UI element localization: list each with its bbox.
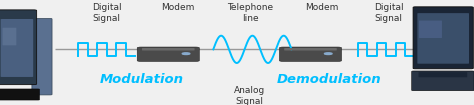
FancyBboxPatch shape bbox=[0, 19, 33, 77]
FancyBboxPatch shape bbox=[419, 21, 442, 38]
Circle shape bbox=[324, 53, 332, 54]
FancyBboxPatch shape bbox=[0, 10, 36, 85]
Text: Demodulation: Demodulation bbox=[277, 73, 382, 86]
Text: Modulation: Modulation bbox=[100, 73, 184, 86]
Circle shape bbox=[182, 53, 190, 54]
Text: Digital
Signal: Digital Signal bbox=[92, 3, 121, 23]
Text: Digital
Signal: Digital Signal bbox=[374, 3, 403, 23]
FancyBboxPatch shape bbox=[0, 89, 39, 100]
FancyBboxPatch shape bbox=[137, 47, 199, 61]
FancyBboxPatch shape bbox=[418, 13, 469, 64]
FancyBboxPatch shape bbox=[279, 47, 341, 61]
Text: Analog
Signal: Analog Signal bbox=[234, 86, 265, 105]
Text: Modem: Modem bbox=[305, 3, 338, 12]
FancyBboxPatch shape bbox=[412, 71, 474, 91]
FancyBboxPatch shape bbox=[142, 48, 194, 51]
FancyBboxPatch shape bbox=[284, 48, 337, 51]
FancyBboxPatch shape bbox=[419, 72, 467, 77]
FancyBboxPatch shape bbox=[32, 18, 52, 95]
FancyBboxPatch shape bbox=[413, 7, 473, 69]
FancyBboxPatch shape bbox=[2, 28, 17, 45]
Text: Telephone
line: Telephone line bbox=[227, 3, 273, 23]
Text: Modem: Modem bbox=[161, 3, 194, 12]
